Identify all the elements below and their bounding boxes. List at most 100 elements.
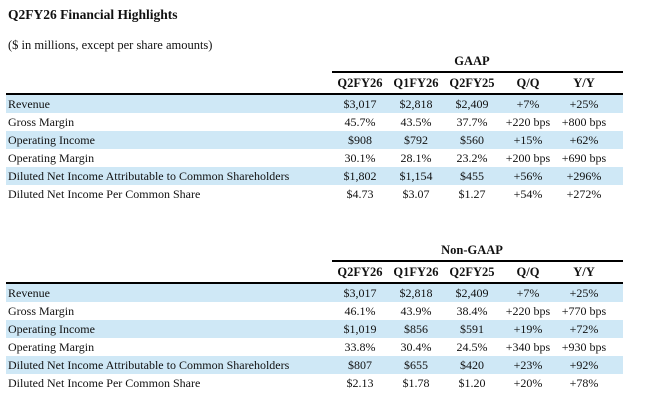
cell-value: +25% [569, 286, 599, 300]
cell-value: $455 [460, 169, 484, 183]
cell-value: $3.07 [402, 187, 430, 201]
cell-value: +800 bps [561, 115, 607, 129]
table-row: Operating Income $908 $792 $560 +15% +62% [6, 131, 623, 149]
cell-value: +690 bps [561, 151, 607, 165]
row-label: Diluted Net Income Per Common Share [8, 376, 201, 390]
cell-value: +72% [569, 322, 599, 336]
cell-value: $1,154 [399, 169, 433, 183]
row-label: Revenue [8, 286, 50, 300]
row-label: Operating Income [8, 133, 95, 147]
cell-value: +54% [513, 187, 543, 201]
cell-value: +19% [513, 322, 543, 336]
cell-value: +340 bps [505, 340, 551, 354]
gaap-column-header-row: Q2FY26 Q1FY26 Q2FY25 Q/Q Y/Y [6, 73, 623, 95]
cell-value: +78% [569, 376, 599, 390]
cell-value: 28.1% [400, 151, 432, 165]
cell-value: +220 bps [505, 115, 551, 129]
table-row: Gross Margin 46.1% 43.9% 38.4% +220 bps +770 … [6, 302, 623, 320]
row-label: Revenue [8, 97, 50, 111]
cell-value: 46.1% [344, 304, 376, 318]
column-header: Q2FY26 [337, 76, 383, 90]
non-gaap-group-header: Non-GAAP [332, 242, 623, 262]
cell-value: 23.2% [456, 151, 488, 165]
cell-value: $807 [348, 358, 372, 372]
cell-value: 45.7% [344, 115, 376, 129]
column-header: Q1FY26 [393, 76, 439, 90]
cell-value: $420 [460, 358, 484, 372]
cell-value: $792 [404, 133, 428, 147]
cell-value: $1.27 [458, 187, 486, 201]
row-label: Gross Margin [8, 304, 75, 318]
row-label: Diluted Net Income Attributable to Commo… [8, 358, 290, 372]
row-label: Diluted Net Income Per Common Share [8, 187, 201, 201]
cell-value: 33.8% [344, 340, 376, 354]
cell-value: +296% [566, 169, 602, 183]
cell-value: $4.73 [346, 187, 374, 201]
cell-value: $1,019 [343, 322, 377, 336]
cell-value: $1.78 [402, 376, 430, 390]
cell-value: $908 [348, 133, 372, 147]
cell-value: +770 bps [561, 304, 607, 318]
cell-value: 43.5% [400, 115, 432, 129]
cell-value: +7% [516, 97, 540, 111]
cell-value: +62% [569, 133, 599, 147]
cell-value: $1,802 [343, 169, 377, 183]
column-header: Y/Y [573, 265, 595, 279]
table-row: Operating Margin 33.8% 30.4% 24.5% +340 bps +… [6, 338, 623, 356]
cell-value: $655 [404, 358, 428, 372]
column-header: Q/Q [516, 76, 540, 90]
cell-value: 30.4% [400, 340, 432, 354]
column-header: Y/Y [573, 76, 595, 90]
cell-value: +7% [516, 286, 540, 300]
cell-value: +92% [569, 358, 599, 372]
cell-value: $2,818 [399, 286, 433, 300]
cell-value: $3,017 [343, 286, 377, 300]
column-header: Q1FY26 [393, 265, 439, 279]
cell-value: 43.9% [400, 304, 432, 318]
page-subtitle: ($ in millions, except per share amounts… [8, 38, 213, 52]
cell-value: $2,818 [399, 97, 433, 111]
cell-value: $560 [460, 133, 484, 147]
cell-value: $591 [460, 322, 484, 336]
gaap-table-rows: Revenue $3,017 $2,818 $2,409 +7% +25% Gross Ma… [6, 95, 623, 203]
column-header: Q2FY25 [449, 76, 495, 90]
column-header: Q2FY26 [337, 265, 383, 279]
cell-value: +25% [569, 97, 599, 111]
column-header: Q/Q [516, 265, 540, 279]
cell-value: +20% [513, 376, 543, 390]
table-row: Operating Margin 30.1% 28.1% 23.2% +200 bps +… [6, 149, 623, 167]
row-label: Operating Margin [8, 151, 95, 165]
row-label: Operating Margin [8, 340, 95, 354]
row-label: Operating Income [8, 322, 95, 336]
page-title: Q2FY26 Financial Highlights [8, 7, 178, 22]
cell-value: $856 [404, 322, 428, 336]
table-row: Diluted Net Income Attributable to Commo… [6, 167, 623, 185]
cell-value: +200 bps [505, 151, 551, 165]
gaap-group-header: GAAP [332, 53, 623, 73]
non-gaap-table: Non-GAAP Q2FY26 Q1FY26 Q2FY25 Q/Q Y/Y Revenu… [6, 242, 623, 392]
table-row: Diluted Net Income Per Common Share $2.13… [6, 374, 623, 392]
table-row: Operating Income $1,019 $856 $591 +19% +72% [6, 320, 623, 338]
cell-value: +930 bps [561, 340, 607, 354]
cell-value: $2,409 [455, 286, 489, 300]
non-gaap-column-header-row: Q2FY26 Q1FY26 Q2FY25 Q/Q Y/Y [6, 262, 623, 284]
cell-value: $3,017 [343, 97, 377, 111]
cell-value: +272% [566, 187, 602, 201]
row-label: Diluted Net Income Attributable to Commo… [8, 169, 290, 183]
cell-value: +15% [513, 133, 543, 147]
cell-value: +56% [513, 169, 543, 183]
column-header: Q2FY25 [449, 265, 495, 279]
cell-value: $1.20 [458, 376, 486, 390]
table-row: Gross Margin 45.7% 43.5% 37.7% +220 bps +800 … [6, 113, 623, 131]
cell-value: 37.7% [456, 115, 488, 129]
cell-value: +23% [513, 358, 543, 372]
cell-value: $2,409 [455, 97, 489, 111]
cell-value: +220 bps [505, 304, 551, 318]
row-label: Gross Margin [8, 115, 75, 129]
table-row: Diluted Net Income Per Common Share $4.73… [6, 185, 623, 203]
gaap-table: GAAP Q2FY26 Q1FY26 Q2FY25 Q/Q Y/Y Revenue $3,… [6, 53, 623, 203]
cell-value: 38.4% [456, 304, 488, 318]
cell-value: 30.1% [344, 151, 376, 165]
cell-value: 24.5% [456, 340, 488, 354]
